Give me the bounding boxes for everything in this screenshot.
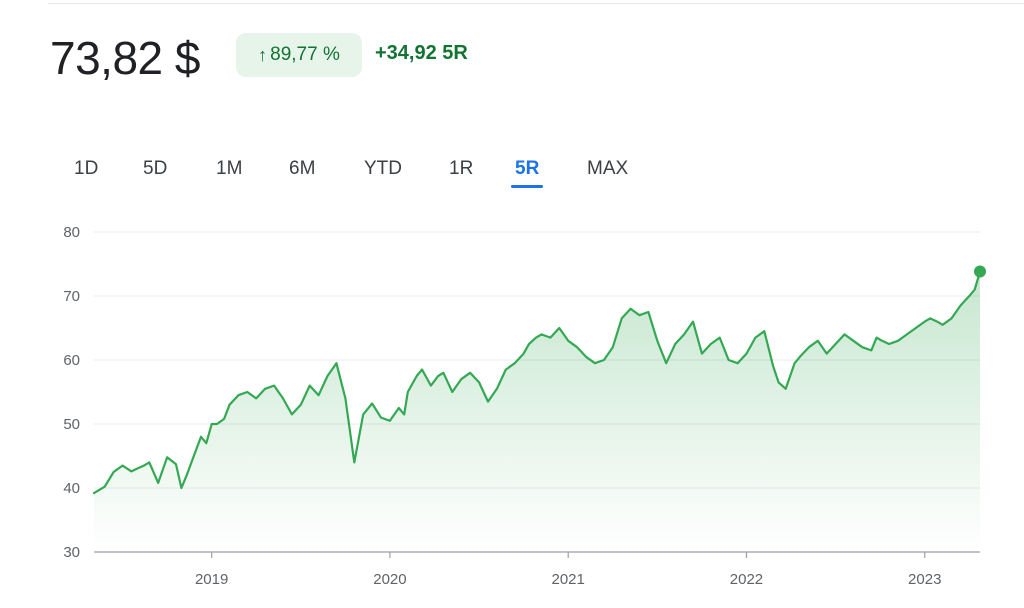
arrow-up-icon: ↑: [258, 44, 268, 65]
x-tick-label: 2022: [730, 571, 763, 588]
change-percent-badge: ↑ 89,77 %: [236, 33, 362, 77]
x-tick-label: 2023: [908, 571, 941, 588]
top-divider: [48, 3, 1024, 4]
y-tick-label: 60: [63, 352, 80, 369]
y-tick-label: 70: [63, 288, 80, 305]
tab-1d[interactable]: 1D: [74, 158, 99, 179]
price-line: [92, 270, 982, 495]
y-tick-label: 50: [63, 416, 80, 433]
tab-ytd[interactable]: YTD: [364, 158, 402, 179]
y-axis-ticks: 30 40 50 60 70 80: [63, 224, 80, 561]
price-area-fill: [94, 271, 980, 552]
tab-max[interactable]: MAX: [587, 158, 629, 179]
current-price: 73,82 $: [50, 32, 200, 84]
tab-6m[interactable]: 6M: [289, 158, 316, 179]
tab-1m[interactable]: 1M: [216, 158, 243, 179]
tab-5r[interactable]: 5R: [510, 158, 544, 188]
y-tick-label: 30: [63, 544, 80, 561]
y-tick-label: 40: [63, 480, 80, 497]
x-tick-label: 2020: [373, 571, 406, 588]
range-tabs: 1D 5D 1M 6M YTD 1R 5R MAX: [0, 158, 700, 194]
y-tick-label: 80: [63, 224, 80, 241]
last-price-point[interactable]: [974, 265, 986, 278]
x-tick-label: 2019: [195, 571, 228, 588]
change-percent-value: 89,77 %: [270, 44, 340, 65]
x-axis-ticks: 2019 2020 2021 2022 2023: [195, 552, 941, 588]
tab-5d[interactable]: 5D: [143, 158, 168, 179]
tab-1r[interactable]: 1R: [449, 158, 474, 179]
x-tick-label: 2021: [552, 571, 585, 588]
change-absolute-value: +34,92 5R: [375, 42, 468, 64]
